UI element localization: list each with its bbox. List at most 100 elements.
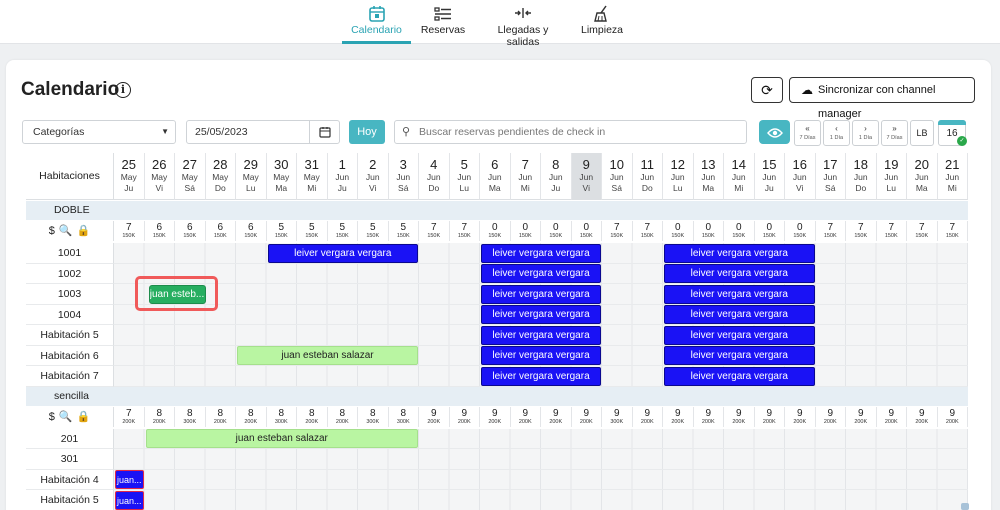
reservation-block[interactable]: leiver vergara vergara — [664, 325, 815, 345]
availability-cell[interactable]: 9 200K — [633, 406, 663, 427]
day-header[interactable]: 1 Jun Ju — [327, 153, 358, 200]
room-row[interactable] — [114, 469, 968, 490]
refresh-button[interactable]: ⟳ — [751, 77, 783, 103]
reservation-block[interactable]: leiver vergara vergara — [664, 346, 815, 365]
availability-cell[interactable]: 0 150K — [724, 221, 755, 241]
view-toggle-button[interactable] — [759, 120, 790, 144]
availability-cell[interactable]: 8 200K — [328, 406, 358, 427]
availability-cell[interactable]: 9 200K — [785, 406, 816, 427]
tab-llegadas-salidas[interactable]: Llegadas y salidas — [481, 4, 565, 48]
date-picker-icon[interactable] — [309, 121, 339, 143]
availability-cell[interactable]: 8 300K — [389, 406, 419, 427]
availability-cell[interactable]: 7 200K — [114, 406, 145, 427]
day-header[interactable]: 15 Jun Ju — [754, 153, 785, 200]
back-7-days-button[interactable]: « 7 Días — [794, 120, 821, 146]
day-header[interactable]: 17 Jun Sá — [815, 153, 846, 200]
availability-cell[interactable]: 5 150K — [267, 221, 297, 241]
availability-cell[interactable]: 5 150K — [358, 221, 389, 241]
availability-cell[interactable]: 6 150K — [206, 221, 236, 241]
availability-cell[interactable]: 0 150K — [694, 221, 724, 241]
availability-cell[interactable]: 6 150K — [175, 221, 206, 241]
availability-cell[interactable]: 7 150K — [633, 221, 663, 241]
category-select[interactable]: Categorías ▼ — [22, 120, 176, 144]
lock-icon[interactable]: 🔒 — [76, 225, 91, 237]
reservation-block[interactable]: juan esteban salazar — [145, 429, 418, 448]
lb-button[interactable]: LB — [910, 120, 934, 146]
availability-cell[interactable]: 9 200K — [907, 406, 938, 427]
day-header[interactable]: 29 May Lu — [236, 153, 267, 200]
day-header[interactable]: 28 May Do — [205, 153, 236, 200]
day-header[interactable]: 12 Jun Lu — [663, 153, 694, 200]
day-header[interactable]: 2 Jun Vi — [358, 153, 389, 200]
reservation-block[interactable]: juan esteb... — [148, 284, 206, 304]
availability-cell[interactable]: 9 200K — [846, 406, 877, 427]
date-input[interactable]: 25/05/2023 — [186, 120, 340, 144]
day-header[interactable]: 14 Jun Mi — [724, 153, 755, 200]
availability-cell[interactable]: 7 150K — [602, 221, 633, 241]
availability-cell[interactable]: 5 150K — [328, 221, 358, 241]
reservation-block[interactable]: juan... — [115, 470, 144, 489]
availability-cell[interactable]: 9 200K — [572, 406, 602, 427]
day-header[interactable]: 8 Jun Ju — [541, 153, 572, 200]
availability-cell[interactable]: 0 150K — [541, 221, 572, 241]
room-row[interactable] — [114, 490, 968, 510]
availability-cell[interactable]: 9 200K — [480, 406, 511, 427]
forward-7-days-button[interactable]: » 7 Días — [881, 120, 908, 146]
reservation-block[interactable]: leiver vergara vergara — [664, 243, 815, 263]
availability-cell[interactable]: 9 200K — [450, 406, 480, 427]
availability-cell[interactable]: 9 200K — [724, 406, 755, 427]
availability-cell[interactable]: 7 150K — [877, 221, 907, 241]
day-header[interactable]: 26 May Vi — [144, 153, 175, 200]
day-header[interactable]: 4 Jun Do — [419, 153, 450, 200]
info-icon[interactable]: i — [115, 82, 131, 98]
availability-cell[interactable]: 5 150K — [389, 221, 419, 241]
reservation-block[interactable]: leiver vergara vergara — [481, 284, 601, 304]
tab-limpieza[interactable]: Limpieza — [580, 4, 624, 42]
availability-cell[interactable]: 9 200K — [755, 406, 785, 427]
availability-cell[interactable]: 9 200K — [938, 406, 968, 427]
availability-cell[interactable]: 0 150K — [480, 221, 511, 241]
availability-cell[interactable]: 7 150K — [938, 221, 968, 241]
horizontal-scrollbar[interactable] — [961, 503, 969, 510]
availability-cell[interactable]: 9 200K — [694, 406, 724, 427]
availability-cell[interactable]: 8 200K — [145, 406, 175, 427]
day-header[interactable]: 25 May Ju — [114, 153, 145, 200]
reservation-block[interactable]: leiver vergara vergara — [664, 284, 815, 304]
availability-cell[interactable]: 7 150K — [419, 221, 450, 241]
dollar-icon[interactable]: $ — [48, 410, 55, 423]
day-header[interactable]: 16 Jun Vi — [785, 153, 816, 200]
availability-cell[interactable]: 9 200K — [877, 406, 907, 427]
tab-calendario[interactable]: Calendario — [342, 4, 411, 44]
availability-cell[interactable]: 8 200K — [206, 406, 236, 427]
availability-cell[interactable]: 7 150K — [114, 221, 145, 241]
availability-cell[interactable]: 0 150K — [785, 221, 816, 241]
reservation-block[interactable]: leiver vergara vergara — [481, 305, 601, 324]
reservation-block[interactable]: leiver vergara vergara — [664, 264, 815, 283]
notification-counter[interactable]: 16 ✓ — [938, 120, 967, 146]
reservation-block[interactable]: leiver vergara vergara — [481, 325, 601, 345]
availability-cell[interactable]: 0 150K — [572, 221, 602, 241]
availability-cell[interactable]: 7 150K — [846, 221, 877, 241]
reservation-block[interactable]: leiver vergara vergara — [481, 366, 601, 386]
reservation-block[interactable]: leiver vergara vergara — [664, 305, 815, 324]
availability-cell[interactable]: 9 200K — [816, 406, 846, 427]
reservation-block[interactable]: leiver vergara vergara — [481, 346, 601, 365]
search-icon[interactable]: 🔍 — [58, 225, 73, 237]
day-header[interactable]: 5 Jun Lu — [449, 153, 480, 200]
day-header[interactable]: 31 May Mi — [297, 153, 328, 200]
availability-cell[interactable]: 7 150K — [816, 221, 846, 241]
day-header[interactable]: 19 Jun Lu — [876, 153, 907, 200]
day-header[interactable]: 21 Jun Mi — [937, 153, 968, 200]
availability-cell[interactable]: 8 300K — [358, 406, 389, 427]
availability-cell[interactable]: 8 200K — [236, 406, 267, 427]
availability-cell[interactable]: 5 150K — [297, 221, 328, 241]
day-header[interactable]: 30 May Ma — [266, 153, 297, 200]
reservation-block[interactable]: leiver vergara vergara — [267, 243, 418, 263]
availability-cell[interactable]: 7 150K — [450, 221, 480, 241]
lock-icon[interactable]: 🔒 — [76, 410, 91, 423]
availability-cell[interactable]: 7 150K — [907, 221, 938, 241]
day-header[interactable]: 10 Jun Sá — [602, 153, 633, 200]
availability-cell[interactable]: 8 200K — [297, 406, 328, 427]
reservation-block[interactable]: leiver vergara vergara — [664, 366, 815, 386]
today-button[interactable]: Hoy — [349, 120, 385, 144]
